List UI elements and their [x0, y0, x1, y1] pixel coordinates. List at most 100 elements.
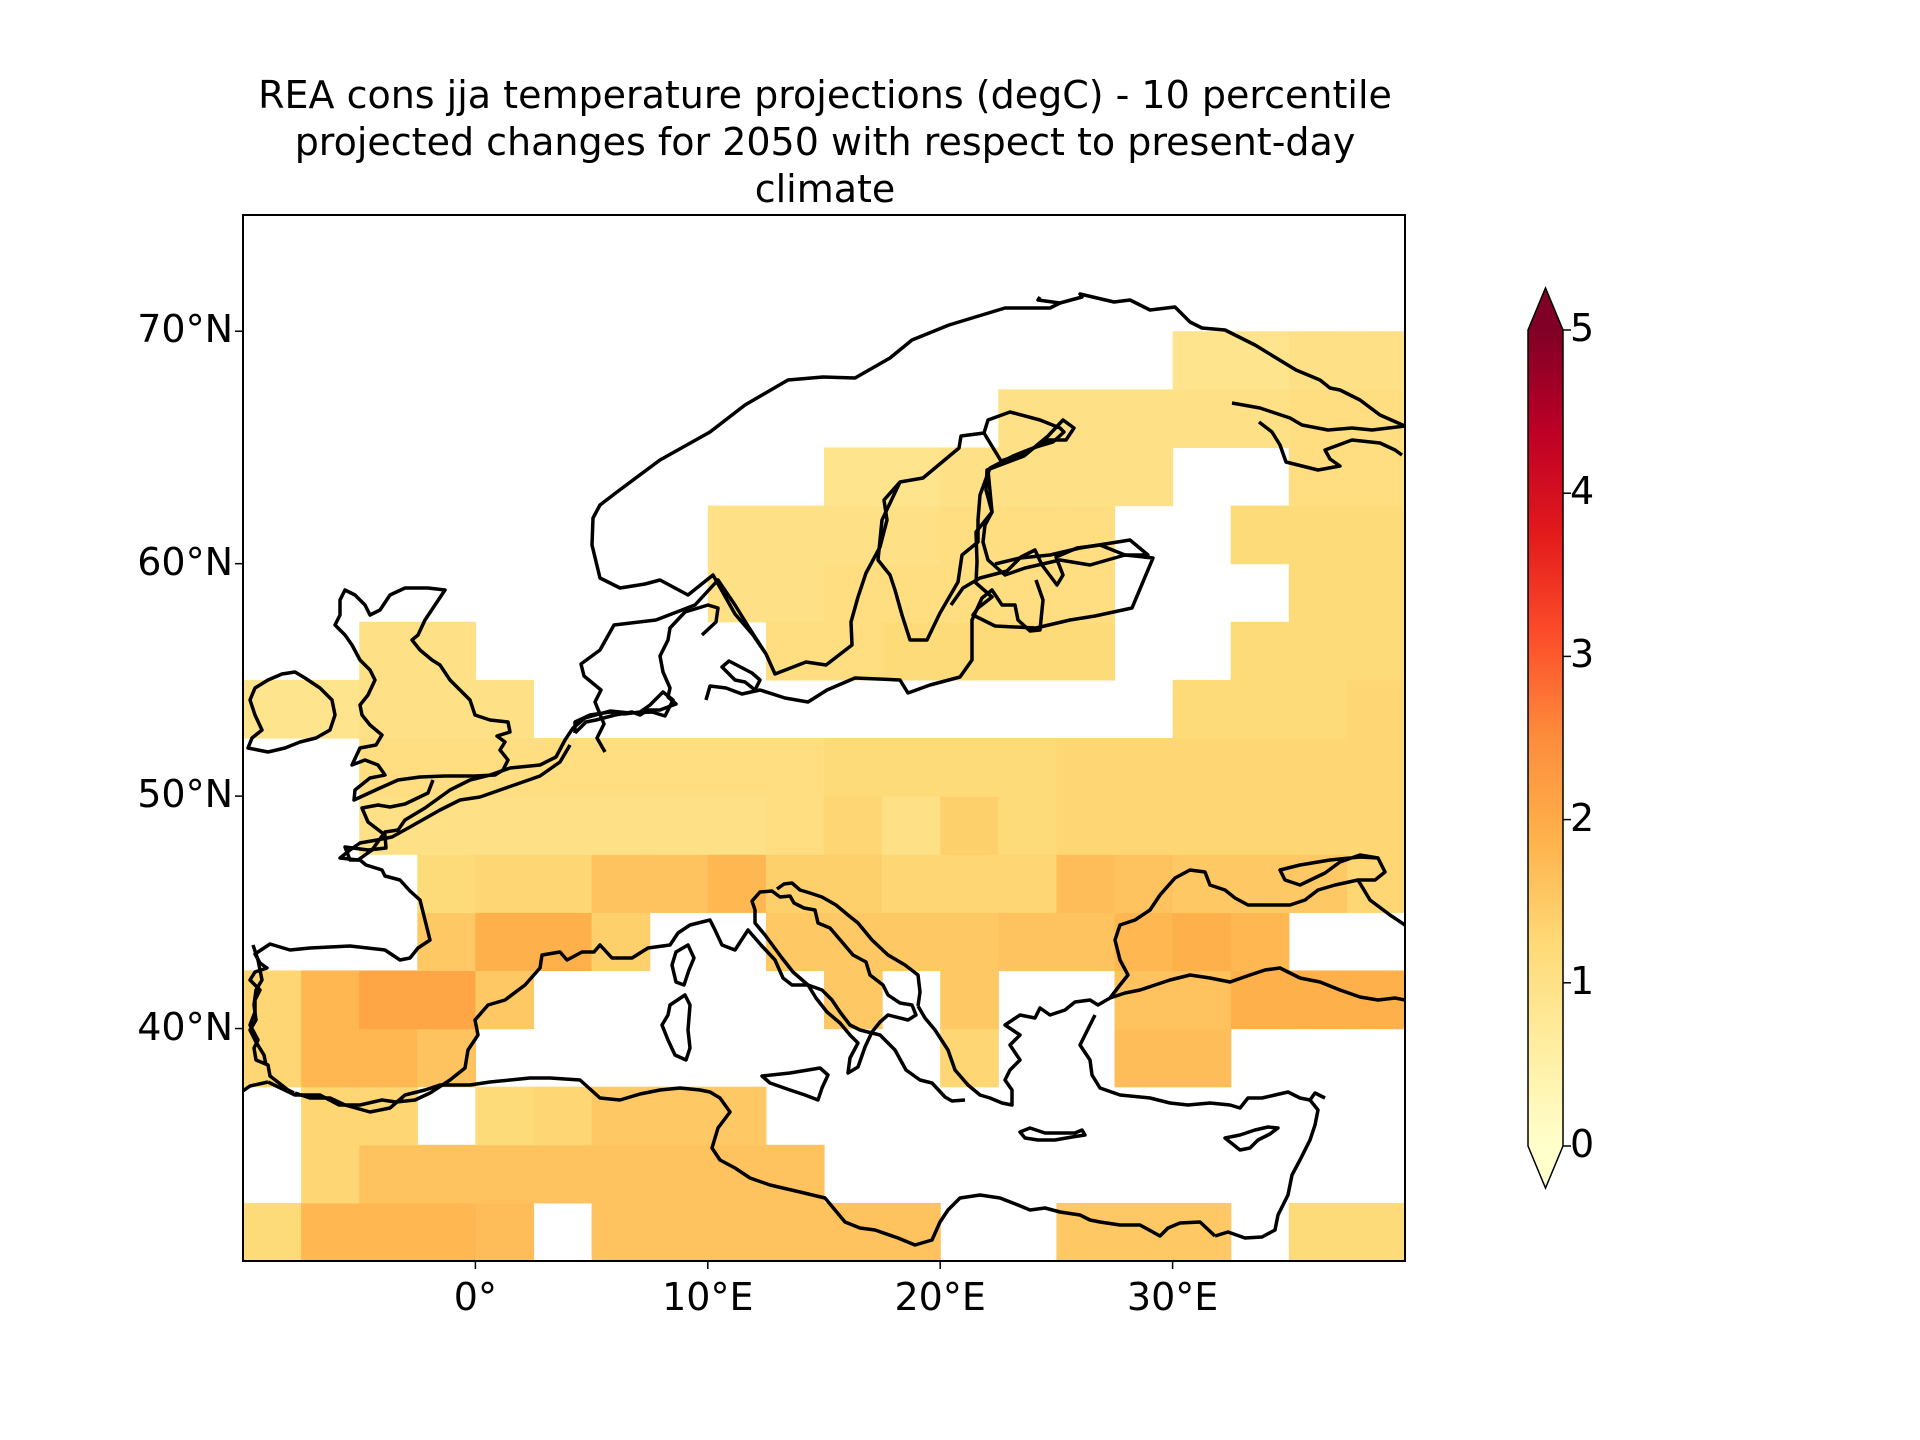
heatmap-cell [533, 912, 593, 972]
heatmap-cell [1696, 564, 1755, 623]
colorbar-label-4: 4 [1570, 469, 1595, 514]
heatmap-cell [1696, 622, 1755, 681]
heatmap-cell [1754, 622, 1813, 681]
heatmap-cell [1230, 679, 1290, 739]
colorbar-label-0: 0 [1570, 1122, 1595, 1166]
heatmap-cell [707, 796, 767, 855]
lat-label-60: 60°N [137, 539, 233, 584]
heatmap-cell [1637, 680, 1696, 739]
heatmap-cells [243, 331, 1920, 1262]
heatmap-cell [1230, 796, 1290, 855]
heatmap-cell [998, 854, 1057, 913]
heatmap-cell [1288, 970, 1348, 1030]
heatmap-cell [998, 447, 1057, 507]
heatmap-cell [1288, 738, 1348, 797]
heatmap-cell [824, 1202, 883, 1261]
heatmap-cell [359, 796, 418, 855]
heatmap-cell [824, 796, 883, 855]
heatmap-cell [1056, 447, 1116, 507]
coastline-turkey-south [1078, 1014, 1326, 1110]
heatmap-cell [1696, 331, 1755, 390]
heatmap-cell [1696, 796, 1755, 855]
heatmap-cell [1696, 1087, 1755, 1146]
heatmap-cell [359, 970, 418, 1030]
heatmap-cell [1637, 564, 1696, 623]
heatmap-cell [1812, 331, 1871, 390]
heatmap-cell [1172, 738, 1232, 797]
heatmap-cell [475, 912, 535, 972]
heatmap-cell [1405, 1203, 1464, 1262]
heatmap-cell [765, 563, 825, 623]
heatmap-cell [359, 1028, 418, 1088]
heatmap-cell [1637, 796, 1696, 855]
heatmap-cell [1463, 506, 1522, 565]
heatmap-cell [1637, 1029, 1696, 1088]
heatmap-cell [417, 621, 476, 681]
heatmap-cell [1696, 506, 1755, 565]
heatmap-cell [1696, 1203, 1755, 1262]
coastline-russia-north [1036, 292, 1405, 472]
heatmap-cell [301, 1028, 360, 1088]
heatmap-cell [1696, 680, 1755, 739]
heatmap-cell [1812, 1203, 1871, 1262]
heatmap-cell [1812, 622, 1871, 681]
coastline-sardinia [660, 993, 692, 1062]
heatmap-cell [1230, 505, 1290, 565]
heatmap-cell [707, 738, 767, 797]
heatmap-cell [359, 621, 418, 681]
heatmap-cell [1754, 680, 1813, 739]
heatmap-cell [1463, 1203, 1522, 1262]
heatmap-cell [940, 796, 999, 855]
coastline-crete [1018, 1126, 1087, 1142]
heatmap-cell [1812, 1029, 1871, 1088]
heatmap-cell [1754, 796, 1813, 855]
heatmap-cell [1870, 1087, 1920, 1146]
heatmap-cell [1288, 796, 1348, 855]
title-line-1: REA cons jja temperature projections (de… [258, 73, 1392, 117]
heatmap-cell [1637, 1203, 1696, 1262]
heatmap-cell [1812, 1145, 1871, 1204]
heatmap-cell [882, 1202, 941, 1261]
heatmap-cell [882, 854, 941, 913]
coastline-turkey-north [1109, 966, 1405, 1002]
heatmap-cell [1521, 1203, 1580, 1262]
coastline-balkans [775, 853, 1387, 1107]
heatmap-cell [1288, 447, 1348, 507]
heatmap-cell [359, 1144, 418, 1204]
heatmap-cell [1870, 622, 1920, 681]
heatmap-cell [1405, 564, 1464, 623]
heatmap-cell [1812, 1087, 1871, 1146]
heatmap-cell [649, 854, 709, 913]
heatmap-cell [1754, 389, 1813, 448]
coastline-sicily [760, 1066, 830, 1102]
coastline-great-britain [333, 586, 512, 802]
heatmap-cell [591, 1144, 651, 1204]
colorbar-label-5: 5 [1570, 306, 1595, 350]
colorbar-extend-min [1528, 1146, 1563, 1188]
heatmap-cell [1579, 564, 1638, 623]
heatmap-cell [1870, 506, 1920, 565]
heatmap-cell [1114, 912, 1174, 972]
heatmap-cell [765, 1144, 825, 1204]
heatmap-cell [533, 1086, 593, 1146]
heatmap-cell [824, 505, 883, 565]
heatmap-cell [1405, 738, 1464, 797]
heatmap-cell [940, 970, 999, 1030]
heatmap-cell [649, 1144, 709, 1204]
heatmap-cell [1754, 738, 1813, 797]
heatmap-cell [940, 854, 999, 913]
heatmap-cell [1463, 564, 1522, 623]
heatmap-cell [1346, 621, 1405, 681]
coastline-iberia-atlantic [248, 944, 268, 1066]
heatmap-cell [1637, 622, 1696, 681]
heatmap-cell [1870, 1145, 1920, 1204]
lon-label-30e: 30°E [1126, 1275, 1219, 1319]
heatmap-cell [475, 854, 535, 913]
heatmap-cell [1754, 854, 1813, 913]
coastline-ireland [246, 670, 337, 754]
heatmap-cell [533, 1144, 593, 1204]
heatmap-cell [1172, 331, 1232, 390]
coastline-netherlands [338, 690, 675, 862]
heatmap-cell [882, 912, 941, 972]
heatmap-cell [591, 796, 651, 855]
